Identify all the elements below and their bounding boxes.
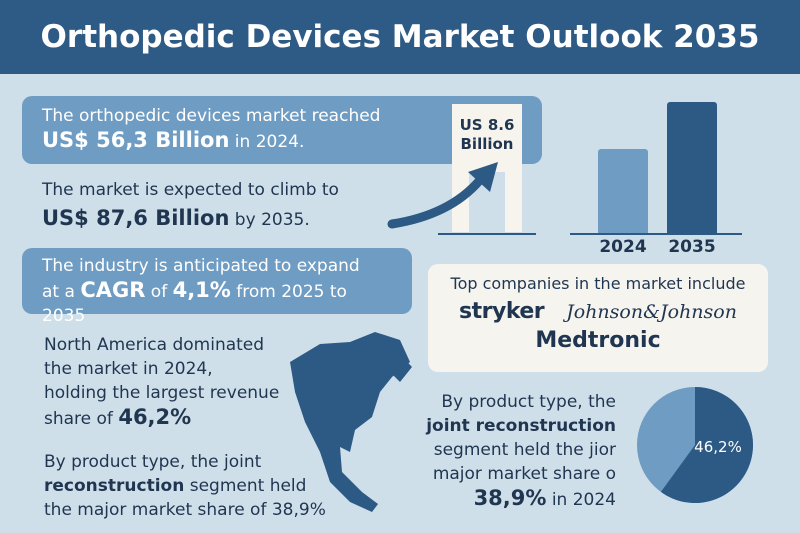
region-l1: North America dominated xyxy=(44,335,265,355)
stryker-logo: stryker xyxy=(459,299,545,324)
product-left-l2: segment held xyxy=(184,476,307,496)
north-america-map-icon xyxy=(290,332,412,512)
cagr-text: The industry is anticipated to expand xyxy=(42,256,360,276)
product-right-l1: By product type, the xyxy=(441,392,616,412)
pie-chart: 46,2% xyxy=(637,387,753,503)
market-2035-text: The market is expected to climb to US$ 8… xyxy=(42,178,339,232)
tick-label-2035: 2035 xyxy=(668,237,716,257)
region-l3: holding the largest revenue xyxy=(44,383,280,403)
product-right-l3: segment held the jior xyxy=(433,440,616,460)
bar-2024 xyxy=(598,148,648,233)
cagr-label: CAGR xyxy=(80,278,146,302)
companies-card: Top companies in the market include stry… xyxy=(428,264,768,372)
bar-2035 xyxy=(667,101,717,233)
pie-label: 46,2% xyxy=(694,438,742,456)
product-left-l3: the major market share of 38,9% xyxy=(44,500,326,520)
cagr-box: The industry is anticipated to expand at… xyxy=(22,248,412,326)
pie-slice-dark xyxy=(660,387,753,503)
page-title: Orthopedic Devices Market Outlook 2035 xyxy=(0,0,800,74)
callout-line2: Billion xyxy=(460,135,514,153)
bar-chart: 2024 2035 xyxy=(570,95,800,260)
product-right-value: 38,9% xyxy=(473,486,547,510)
region-l4: share of xyxy=(44,409,119,429)
product-right-suffix: in 2024 xyxy=(546,490,616,510)
box1-suffix: in 2024. xyxy=(229,132,305,152)
box2-suffix: by 2035. xyxy=(229,210,310,230)
tick-label-2024: 2024 xyxy=(599,237,647,257)
region-value: 46,2% xyxy=(118,405,192,429)
growth-arrow-icon xyxy=(387,162,498,229)
product-left-bold: reconstruction xyxy=(44,476,185,496)
x-axis xyxy=(570,233,742,235)
companies-heading: Top companies in the market include xyxy=(450,274,746,293)
cagr-suffix: from 2025 to 2035 xyxy=(42,282,347,326)
jnj-logo: Johnson&Johnson xyxy=(566,300,737,323)
callout-card: US 8.6 Billion xyxy=(452,104,522,232)
product-left-text: By product type, the joint reconstructio… xyxy=(44,450,326,522)
box1-value: US$ 56,3 Billion xyxy=(42,128,230,152)
box1-text: The orthopedic devices market reached xyxy=(42,106,381,126)
product-right-l4: major market share o xyxy=(432,464,616,484)
cagr-pre: at a xyxy=(42,282,81,302)
cagr-mid: of xyxy=(145,282,173,302)
box2-text: The market is expected to climb to xyxy=(42,180,339,200)
medtronic-logo: Medtronic xyxy=(535,328,661,353)
box2-value: US$ 87,6 Billion xyxy=(42,206,230,230)
callout-line1: US 8.6 xyxy=(459,116,515,134)
region-text: North America dominated the market in 20… xyxy=(44,333,279,431)
product-left-l1: By product type, the joint xyxy=(44,452,262,472)
product-right-l2: joint reconstruction xyxy=(426,416,616,436)
cagr-rate: 4,1% xyxy=(172,278,231,302)
product-right-text: By product type, the joint reconstructio… xyxy=(426,390,616,512)
region-l2: the market in 2024, xyxy=(44,359,213,379)
